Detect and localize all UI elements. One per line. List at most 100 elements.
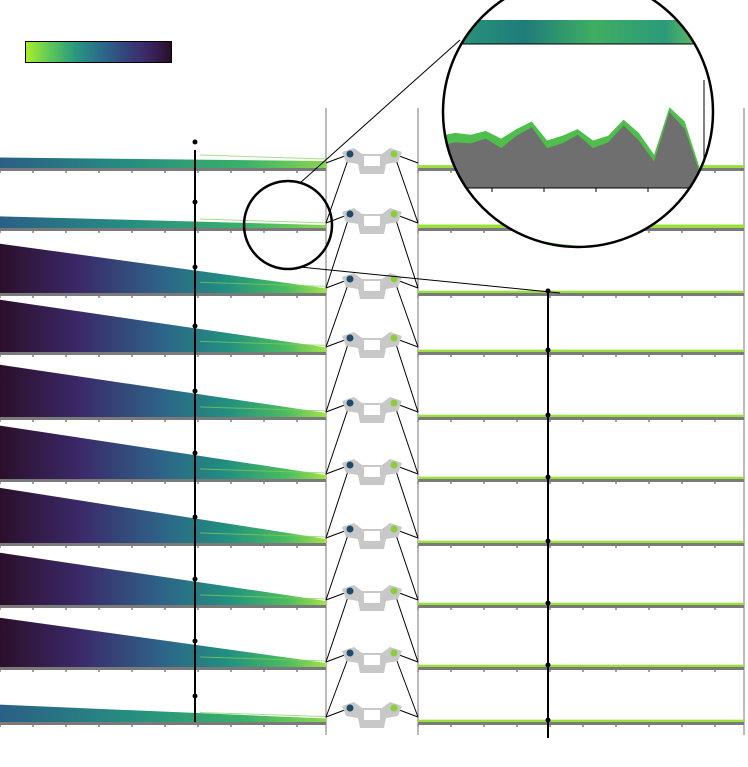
facet-right xyxy=(390,150,398,158)
left-profile-10 xyxy=(0,704,326,722)
connector-diag-right-2 xyxy=(393,213,419,289)
connector-diag-left-5 xyxy=(325,402,351,475)
connector-diag-left-9 xyxy=(325,652,351,718)
facet-left xyxy=(346,525,354,533)
vertebra-canal xyxy=(364,216,380,226)
left-profile-8 xyxy=(0,552,326,605)
connector-diag-left-4 xyxy=(325,337,351,413)
right-baseline-6 xyxy=(418,479,744,482)
right-profile-8 xyxy=(418,602,744,605)
facet-left xyxy=(346,334,354,342)
zoom-profile-gray xyxy=(443,112,700,188)
facet-left xyxy=(346,399,354,407)
left-profile-edge-8 xyxy=(199,594,327,600)
vertebra-canal xyxy=(364,593,380,603)
left-baseline-3 xyxy=(0,293,326,296)
right-baseline-10 xyxy=(418,722,744,725)
left-baseline-8 xyxy=(0,605,326,608)
facet-left xyxy=(346,210,354,218)
left-baseline-5 xyxy=(0,417,326,420)
right-profile-5 xyxy=(418,414,744,417)
colorbar xyxy=(25,41,172,63)
vertebrae-layer xyxy=(342,148,402,728)
left-midline-dot-1 xyxy=(192,139,198,145)
vertebra-canal xyxy=(364,655,380,665)
row-8 xyxy=(0,552,744,610)
left-profile-edge-7 xyxy=(199,532,327,538)
facet-left xyxy=(346,461,354,469)
left-profile-edge-10 xyxy=(199,712,327,718)
connector-diag-left-3 xyxy=(325,278,351,348)
vertebra-6 xyxy=(342,459,402,485)
magnifier-connector-top xyxy=(299,39,461,184)
connector-diag-right-5 xyxy=(393,402,419,475)
left-baseline-10 xyxy=(0,722,326,725)
left-profile-5 xyxy=(0,364,326,417)
left-profile-3 xyxy=(0,243,326,293)
row-7 xyxy=(0,487,744,548)
vertebra-10 xyxy=(342,702,402,728)
facet-right xyxy=(390,649,398,657)
connector-diag-right-1 xyxy=(393,153,419,224)
facet-right xyxy=(390,704,398,712)
left-profile-2 xyxy=(0,216,326,228)
left-baseline-6 xyxy=(0,479,326,482)
vertebra-9 xyxy=(342,647,402,673)
right-profile-10 xyxy=(418,719,744,722)
connector-diag-left-2 xyxy=(325,213,351,289)
left-baseline-2 xyxy=(0,228,326,231)
right-profile-3 xyxy=(418,290,744,293)
facet-right xyxy=(390,461,398,469)
zoom-colorbar-strip xyxy=(443,20,713,44)
connector-diag-left-6 xyxy=(325,464,351,539)
left-profile-9 xyxy=(0,617,326,667)
left-profile-edge-2 xyxy=(199,218,327,224)
right-profile-7 xyxy=(418,540,744,543)
right-baseline-4 xyxy=(418,352,744,355)
vertebra-canal xyxy=(364,281,380,291)
connector-diag-right-7 xyxy=(393,528,419,601)
connector-diag-right-8 xyxy=(393,590,419,663)
left-profile-edge-6 xyxy=(199,468,327,474)
left-baseline-4 xyxy=(0,352,326,355)
left-profile-6 xyxy=(0,425,326,479)
right-baseline-9 xyxy=(418,667,744,670)
magnifier-source-circle xyxy=(242,179,334,271)
right-profile-6 xyxy=(418,476,744,479)
row-6 xyxy=(0,425,744,484)
left-profile-edge-5 xyxy=(199,406,327,412)
left-profile-edge-9 xyxy=(199,656,327,662)
vertebra-canal xyxy=(364,340,380,350)
row-5 xyxy=(0,364,744,422)
zoom-circle-border xyxy=(441,0,715,249)
facet-left xyxy=(346,704,354,712)
left-profile-7 xyxy=(0,487,326,543)
vertebra-2 xyxy=(342,208,402,234)
facet-right xyxy=(390,399,398,407)
right-baseline-8 xyxy=(418,605,744,608)
connector-diag-right-3 xyxy=(393,278,419,348)
row-10 xyxy=(0,693,744,727)
connector-diag-right-6 xyxy=(393,464,419,539)
row-4 xyxy=(0,299,744,357)
left-baseline-9 xyxy=(0,667,326,670)
facet-right xyxy=(390,275,398,283)
facet-left xyxy=(346,587,354,595)
connector-diag-left-8 xyxy=(325,590,351,663)
connector-diag-right-9 xyxy=(393,652,419,718)
right-baseline-7 xyxy=(418,543,744,546)
facet-left xyxy=(346,649,354,657)
left-profile-1 xyxy=(0,157,326,168)
magnifier-connector-bottom xyxy=(299,266,561,294)
left-profile-edge-3 xyxy=(199,281,327,287)
facet-right xyxy=(390,334,398,342)
row-9 xyxy=(0,617,744,672)
vertebra-4 xyxy=(342,332,402,358)
vertebra-7 xyxy=(342,523,402,549)
facet-left xyxy=(346,150,354,158)
facet-right xyxy=(390,587,398,595)
vertebra-8 xyxy=(342,585,402,611)
left-profile-edge-4 xyxy=(199,340,327,346)
connector-diag-right-4 xyxy=(393,337,419,413)
